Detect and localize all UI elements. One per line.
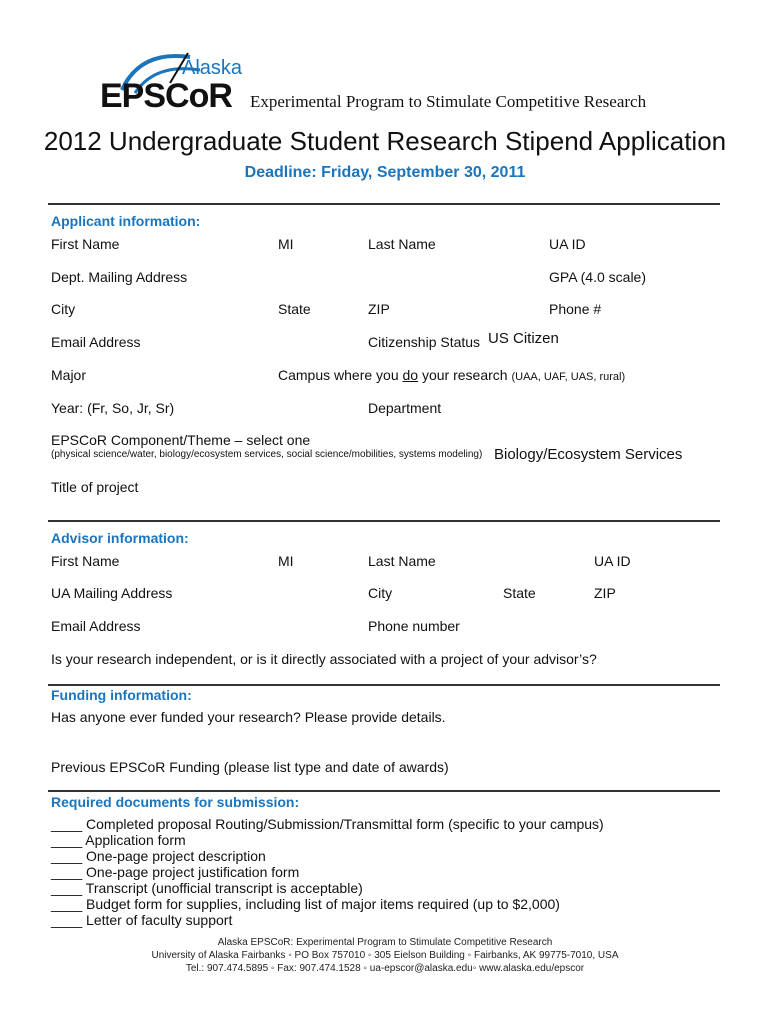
documents-list: ____ Completed proposal Routing/Submissi… bbox=[51, 816, 604, 928]
advisor-mi[interactable]: MI bbox=[278, 553, 294, 569]
logo-text: EPSCoR bbox=[100, 77, 233, 115]
project-title[interactable]: Title of project bbox=[51, 479, 139, 495]
applicant-gpa[interactable]: GPA (4.0 scale) bbox=[549, 269, 647, 285]
campus-post: your research bbox=[418, 367, 508, 383]
epscor-logo: Alaska EPSCoR bbox=[100, 45, 250, 115]
applicant-first-name[interactable]: First Name bbox=[51, 236, 120, 252]
applicant-last-name[interactable]: Last Name bbox=[368, 236, 436, 252]
applicant-zip[interactable]: ZIP bbox=[368, 301, 390, 317]
document-item[interactable]: ____ Completed proposal Routing/Submissi… bbox=[51, 816, 604, 832]
applicant-phone[interactable]: Phone # bbox=[549, 301, 602, 317]
footer-line-1: Alaska EPSCoR: Experimental Program to S… bbox=[217, 937, 553, 948]
campus-pre: Campus where you bbox=[278, 367, 403, 383]
footer-line-3: Tel.: 907.474.5895 ◦ Fax: 907.474.1528 ◦… bbox=[185, 963, 585, 974]
applicant-major[interactable]: Major bbox=[51, 367, 87, 383]
divider bbox=[48, 520, 720, 522]
document-item[interactable]: ____ Letter of faculty support bbox=[51, 912, 233, 928]
applicant-city[interactable]: City bbox=[51, 301, 76, 317]
advisor-email[interactable]: Email Address bbox=[51, 618, 141, 634]
divider bbox=[48, 684, 720, 686]
footer-line-2: University of Alaska Fairbanks ◦ PO Box … bbox=[151, 950, 619, 961]
advisor-city[interactable]: City bbox=[368, 585, 393, 601]
logo-arc-icon bbox=[120, 52, 201, 94]
document-item[interactable]: ____ Transcript (unofficial transcript i… bbox=[51, 880, 363, 896]
divider bbox=[48, 203, 720, 205]
advisor-ua-id[interactable]: UA ID bbox=[594, 553, 631, 569]
advisor-heading: Advisor information: bbox=[51, 530, 189, 546]
citizenship-label: Citizenship Status bbox=[368, 334, 481, 350]
document-item[interactable]: ____ Budget form for supplies, including… bbox=[51, 896, 560, 912]
applicant-state[interactable]: State bbox=[278, 301, 311, 317]
logo-script: Alaska bbox=[182, 57, 243, 79]
applicant-email[interactable]: Email Address bbox=[51, 334, 141, 350]
applicant-ua-id[interactable]: UA ID bbox=[549, 236, 586, 252]
advisor-last-name[interactable]: Last Name bbox=[368, 553, 436, 569]
deadline: Deadline: Friday, September 30, 2011 bbox=[244, 164, 526, 181]
advisor-mailing[interactable]: UA Mailing Address bbox=[51, 585, 173, 601]
funding-question-2[interactable]: Previous EPSCoR Funding (please list typ… bbox=[51, 759, 449, 775]
applicant-heading: Applicant information: bbox=[51, 213, 201, 229]
documents-heading: Required documents for submission: bbox=[51, 794, 300, 810]
advisor-question[interactable]: Is your research independent, or is it d… bbox=[51, 651, 597, 667]
document-item[interactable]: ____ One-page project description bbox=[51, 848, 266, 864]
divider bbox=[48, 790, 720, 792]
applicant-mi[interactable]: MI bbox=[278, 236, 294, 252]
advisor-state[interactable]: State bbox=[503, 585, 536, 601]
funding-question-1[interactable]: Has anyone ever funded your research? Pl… bbox=[51, 709, 446, 725]
document-item[interactable]: ____ Application form bbox=[51, 832, 186, 848]
component-label: EPSCoR Component/Theme – select one bbox=[51, 432, 311, 448]
applicant-year[interactable]: Year: (Fr, So, Jr, Sr) bbox=[51, 400, 175, 416]
campus-do: do bbox=[402, 367, 419, 383]
campus-label[interactable]: Campus where you do your research (UAA, … bbox=[278, 367, 625, 383]
applicant-department[interactable]: Department bbox=[368, 400, 442, 416]
funding-heading: Funding information: bbox=[51, 687, 192, 703]
advisor-zip[interactable]: ZIP bbox=[594, 585, 616, 601]
citizenship-field[interactable]: US Citizen bbox=[488, 330, 559, 347]
component-field[interactable]: Biology/Ecosystem Services bbox=[494, 446, 683, 463]
component-hint: (physical science/water, biology/ecosyst… bbox=[51, 449, 483, 460]
campus-hint: (UAA, UAF, UAS, rural) bbox=[511, 371, 626, 383]
applicant-mailing[interactable]: Dept. Mailing Address bbox=[51, 269, 188, 285]
document-item[interactable]: ____ One-page project justification form bbox=[51, 864, 300, 880]
tagline: Experimental Program to Stimulate Compet… bbox=[250, 92, 647, 111]
advisor-phone[interactable]: Phone number bbox=[368, 618, 460, 634]
page-title: 2012 Undergraduate Student Research Stip… bbox=[43, 126, 727, 156]
advisor-first-name[interactable]: First Name bbox=[51, 553, 120, 569]
